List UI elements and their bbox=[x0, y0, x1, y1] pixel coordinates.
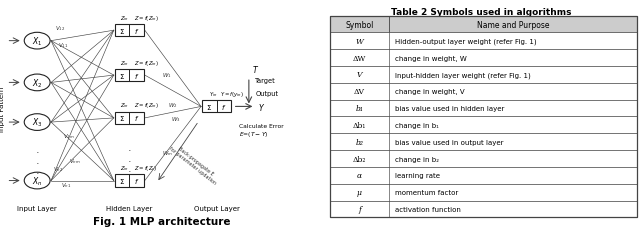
Text: activation function: activation function bbox=[395, 206, 461, 212]
Text: $X_3$: $X_3$ bbox=[32, 116, 42, 129]
Text: $\Sigma$: $\Sigma$ bbox=[119, 71, 125, 80]
Circle shape bbox=[24, 33, 50, 50]
Bar bbox=[330, 67, 637, 84]
Text: b₁: b₁ bbox=[356, 105, 364, 112]
Text: $X_2$: $X_2$ bbox=[32, 77, 42, 89]
Text: bias value used in hidden layer: bias value used in hidden layer bbox=[395, 106, 504, 112]
Text: Input-hidden layer weight (refer Fig. 1): Input-hidden layer weight (refer Fig. 1) bbox=[395, 72, 531, 78]
Text: .: . bbox=[35, 165, 39, 175]
Text: $W_1$: $W_1$ bbox=[161, 71, 171, 80]
Text: $Z=f(Z_{in})$: $Z=f(Z_{in})$ bbox=[134, 101, 159, 110]
Text: f: f bbox=[358, 205, 361, 213]
Bar bbox=[115, 25, 144, 37]
Text: Calculate Error
$E$=$(T-Y)$: Calculate Error $E$=$(T-Y)$ bbox=[239, 123, 284, 138]
Bar bbox=[330, 184, 637, 201]
Bar bbox=[330, 150, 637, 167]
Text: .: . bbox=[127, 143, 131, 152]
Text: $f$: $f$ bbox=[134, 27, 140, 36]
Text: Name and Purpose: Name and Purpose bbox=[477, 21, 549, 29]
Bar bbox=[330, 117, 637, 134]
Text: .: . bbox=[127, 153, 131, 163]
Text: change in b₁: change in b₁ bbox=[395, 122, 439, 128]
Text: Symbol: Symbol bbox=[346, 21, 374, 29]
Text: $V_{n2}$: $V_{n2}$ bbox=[53, 165, 63, 174]
Text: Input Pattern: Input Pattern bbox=[0, 86, 4, 132]
Text: $W_m$: $W_m$ bbox=[161, 148, 173, 157]
Text: Back-propagate E
for parameter updation: Back-propagate E for parameter updation bbox=[168, 140, 220, 185]
Text: momentum factor: momentum factor bbox=[395, 189, 458, 195]
Text: $W_3$: $W_3$ bbox=[172, 115, 181, 124]
Text: $X_n$: $X_n$ bbox=[32, 175, 42, 187]
Text: $\Sigma$: $\Sigma$ bbox=[119, 114, 125, 123]
Text: $Z_{in}$: $Z_{in}$ bbox=[120, 163, 129, 172]
Text: .: . bbox=[35, 155, 39, 165]
Text: Δb₂: Δb₂ bbox=[353, 155, 366, 163]
Text: $V_{12}$: $V_{12}$ bbox=[55, 24, 65, 33]
Bar bbox=[330, 33, 637, 50]
Text: Table 2 Symbols used in algorithms: Table 2 Symbols used in algorithms bbox=[391, 8, 572, 17]
Text: $Z=f(Z_{in})$: $Z=f(Z_{in})$ bbox=[134, 58, 159, 67]
Text: $W_2$: $W_2$ bbox=[168, 100, 177, 109]
Text: $Z=f(Z_{c})$: $Z=f(Z_{c})$ bbox=[134, 163, 157, 172]
Bar bbox=[330, 134, 637, 150]
Text: change in b₂: change in b₂ bbox=[395, 156, 439, 162]
Text: $f$: $f$ bbox=[221, 103, 227, 111]
Bar bbox=[330, 50, 637, 67]
Text: Target: Target bbox=[255, 78, 276, 84]
Text: Input Layer: Input Layer bbox=[17, 205, 57, 211]
Bar bbox=[115, 112, 144, 125]
Text: change in weight, V: change in weight, V bbox=[395, 89, 465, 95]
Text: $\Sigma$: $\Sigma$ bbox=[119, 27, 125, 36]
Circle shape bbox=[24, 114, 50, 131]
Text: learning rate: learning rate bbox=[395, 173, 440, 179]
Text: $f$: $f$ bbox=[134, 176, 140, 185]
Text: $Y$: $Y$ bbox=[257, 101, 265, 112]
Text: ΔV: ΔV bbox=[354, 88, 365, 96]
Bar bbox=[202, 101, 231, 113]
Bar bbox=[330, 167, 637, 184]
Text: V: V bbox=[356, 71, 362, 79]
Text: $V_{nm}$: $V_{nm}$ bbox=[70, 156, 81, 165]
Text: $V_{11}$: $V_{11}$ bbox=[58, 41, 68, 50]
Bar bbox=[115, 175, 144, 187]
Text: Output: Output bbox=[255, 91, 278, 96]
Text: b₂: b₂ bbox=[356, 138, 364, 146]
Text: $V_{n1}$: $V_{n1}$ bbox=[61, 181, 72, 189]
Text: $f$: $f$ bbox=[134, 114, 140, 123]
Text: $T$: $T$ bbox=[252, 64, 259, 75]
Text: Fig. 1 MLP architecture: Fig. 1 MLP architecture bbox=[93, 216, 230, 226]
Text: Hidden Layer: Hidden Layer bbox=[106, 205, 152, 211]
Circle shape bbox=[24, 172, 50, 189]
Bar bbox=[330, 100, 637, 117]
Text: α: α bbox=[357, 172, 362, 179]
Text: $Z_{in}$: $Z_{in}$ bbox=[120, 14, 129, 23]
Text: $f$: $f$ bbox=[134, 71, 140, 80]
Text: ΔW: ΔW bbox=[353, 55, 366, 62]
Text: μ: μ bbox=[357, 188, 362, 196]
Text: change in weight, W: change in weight, W bbox=[395, 55, 467, 61]
Bar bbox=[330, 201, 637, 217]
Text: $Y_{in}$: $Y_{in}$ bbox=[209, 90, 218, 98]
Bar bbox=[330, 84, 637, 100]
Text: W: W bbox=[356, 38, 364, 46]
Text: $Y=f(y_{in})$: $Y=f(y_{in})$ bbox=[220, 89, 244, 98]
Text: $Z_{in}$: $Z_{in}$ bbox=[120, 58, 129, 67]
Text: Hidden-output layer weight (refer Fig. 1): Hidden-output layer weight (refer Fig. 1… bbox=[395, 38, 537, 45]
Text: Output Layer: Output Layer bbox=[194, 205, 239, 211]
Text: $V_{1m}$: $V_{1m}$ bbox=[63, 131, 75, 140]
Text: $\Sigma$: $\Sigma$ bbox=[206, 103, 212, 111]
Text: $X_1$: $X_1$ bbox=[32, 35, 42, 48]
Text: bias value used in output layer: bias value used in output layer bbox=[395, 139, 504, 145]
Text: .: . bbox=[127, 163, 131, 173]
Text: $Z_{in}$: $Z_{in}$ bbox=[120, 101, 129, 110]
Text: $\Sigma$: $\Sigma$ bbox=[119, 176, 125, 185]
Circle shape bbox=[24, 75, 50, 91]
Bar bbox=[330, 17, 637, 33]
Text: $Z=f(Z_{in})$: $Z=f(Z_{in})$ bbox=[134, 14, 159, 23]
Bar bbox=[115, 70, 144, 82]
Text: Δb₁: Δb₁ bbox=[353, 121, 366, 129]
Text: .: . bbox=[35, 145, 39, 155]
